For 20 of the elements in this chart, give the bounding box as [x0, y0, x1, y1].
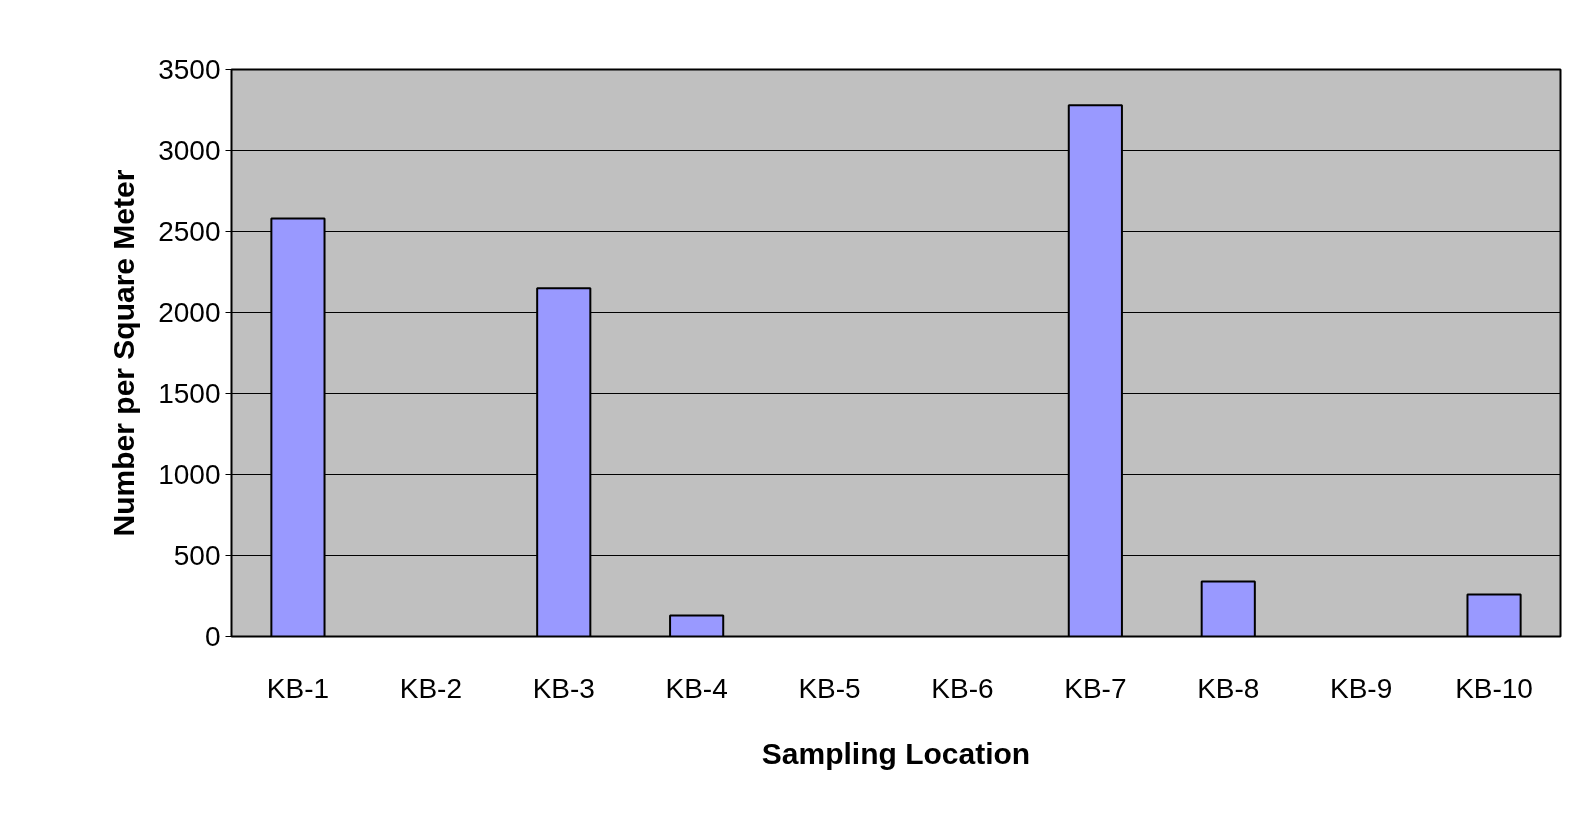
x-tick-label: KB-6: [931, 672, 994, 704]
x-axis-title: Sampling Location: [761, 736, 1031, 770]
x-tick-label: KB-5: [798, 672, 861, 704]
y-tick-label: 1000: [158, 459, 221, 490]
x-tick-label: KB-8: [1197, 672, 1260, 704]
x-tick-label: KB-10: [1455, 672, 1533, 704]
y-tick-label: 2000: [158, 297, 221, 328]
x-tick-label: KB-9: [1330, 672, 1393, 704]
y-axis-title: Number per Square Meter: [107, 169, 141, 537]
x-tick-label: KB-2: [399, 672, 462, 704]
y-tick-label: 3000: [158, 135, 221, 166]
x-tick-label: KB-3: [532, 672, 595, 704]
x-tick-label: KB-1: [266, 672, 330, 704]
y-tick-label: 2500: [158, 216, 221, 247]
y-tick-label: 1500: [158, 378, 221, 409]
y-tick-label: 500: [173, 540, 221, 571]
x-tick-label: KB-4: [665, 672, 728, 704]
x-tick-label: KB-7: [1064, 672, 1127, 704]
y-tick-label: 3500: [158, 54, 221, 85]
y-tick-label: 0: [204, 621, 221, 652]
